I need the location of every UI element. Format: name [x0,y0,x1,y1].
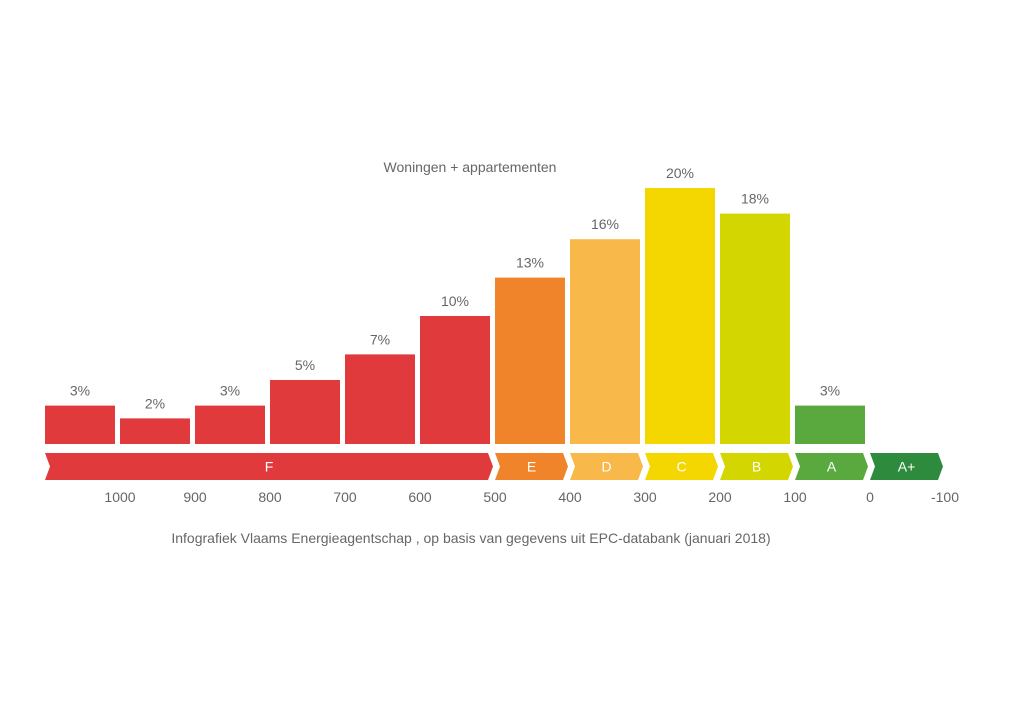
energy-label-text: A+ [898,459,916,475]
x-tick-label: 400 [558,489,582,505]
bar-label: 13% [516,255,544,271]
energy-label-band [570,453,643,480]
bar [420,316,490,444]
x-tick-label: 1000 [104,489,135,505]
x-tick-label: 0 [866,489,874,505]
bar-label: 16% [591,216,619,232]
bar [495,277,565,444]
bar [645,188,715,444]
bar [270,380,340,444]
bar [570,239,640,444]
bar-label: 10% [441,293,469,309]
bar-label: 3% [70,383,90,399]
bar-label: 20% [666,165,694,181]
x-tick-label: 800 [258,489,282,505]
x-tick-label: 500 [483,489,507,505]
bar [120,418,190,444]
x-tick-label: 200 [708,489,732,505]
bar [45,405,115,444]
bar [795,405,865,444]
x-tick-label: -100 [931,489,959,505]
bar-label: 7% [370,331,390,347]
x-tick-label: 100 [783,489,807,505]
energy-label-band [645,453,718,480]
bar-label: 3% [820,383,840,399]
energy-label-text: D [601,459,611,475]
bar [195,405,265,444]
energy-label-text: A [827,459,837,475]
x-tick-label: 600 [408,489,432,505]
energy-label-band [795,453,868,480]
bar [720,213,790,444]
bar-label: 2% [145,395,165,411]
chart-title: Woningen + appartementen [384,159,557,175]
bar [345,354,415,444]
energy-label-text: E [527,459,536,475]
x-tick-label: 900 [183,489,207,505]
energy-label-band [495,453,568,480]
x-axis-ticks: 1000 900 800 700 600 500 400 300 200 100 0 -100 [104,489,959,505]
energy-label-band [45,453,493,480]
energy-label-text: B [752,459,761,475]
x-tick-label: 700 [333,489,357,505]
x-tick-label: 300 [633,489,657,505]
energy-label-band [870,453,943,480]
bar-label: 3% [220,383,240,399]
bar-label: 18% [741,191,769,207]
bars-group: 3% 2% 3% 5% 7% 10% 13% 16% 20% 18% 3% [45,165,865,444]
energy-label-band [720,453,793,480]
energy-label-text: F [265,459,274,475]
energy-label-text: C [676,459,686,475]
chart-caption: Infografiek Vlaams Energieagentschap , o… [171,530,770,546]
energy-label-bands: F E D C B A A+ [45,453,943,480]
bar-label: 5% [295,357,315,373]
